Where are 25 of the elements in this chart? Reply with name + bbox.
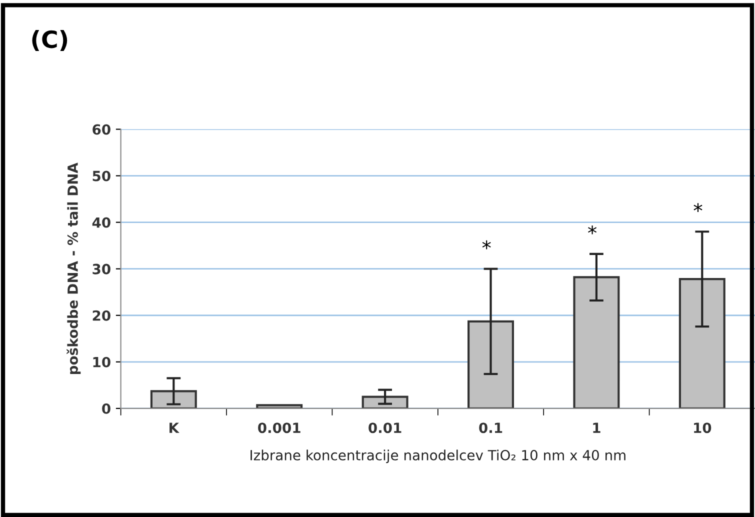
bar (362, 396, 408, 408)
x-tick-label: 0.001 (258, 422, 300, 434)
y-axis-title: poškodbe DNA - % tail DNA (66, 162, 81, 374)
annotation: * (482, 240, 491, 250)
y-tick-label: 60 (92, 124, 110, 135)
bar (573, 276, 620, 408)
bar (256, 404, 303, 408)
x-tick-label: 10 (694, 422, 712, 434)
bar (678, 278, 726, 408)
x-tick-label: 0.1 (479, 422, 502, 434)
chart-title: (C) (32, 30, 68, 51)
bar (150, 390, 197, 408)
x-axis-title: Izbrane koncentracije nanodelcev TiO₂ 10 nm x 40 nm (250, 450, 626, 464)
y-tick-label: 40 (92, 217, 110, 228)
annotation: * (588, 225, 597, 234)
y-tick-label: 50 (92, 170, 110, 182)
x-tick-label: 1 (593, 422, 600, 433)
y-tick-label: 10 (93, 356, 110, 368)
y-tick-label: 30 (92, 264, 110, 274)
y-tick-label: 20 (92, 310, 110, 321)
x-tick-label: 0.01 (368, 422, 402, 434)
bar (468, 320, 514, 408)
annotation: * (694, 203, 702, 212)
x-tick-label: K (170, 422, 180, 433)
y-tick-label: 0 (102, 403, 110, 414)
